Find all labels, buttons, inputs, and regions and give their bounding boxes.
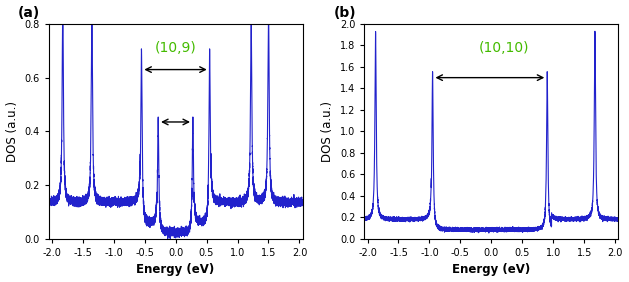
X-axis label: Energy (eV): Energy (eV) [452,263,530,276]
Text: (10,10): (10,10) [479,41,530,55]
Text: (b): (b) [334,6,357,20]
Y-axis label: DOS (a.u.): DOS (a.u.) [321,101,335,162]
X-axis label: Energy (eV): Energy (eV) [136,263,214,276]
Text: (a): (a) [18,6,40,20]
Y-axis label: DOS (a.u.): DOS (a.u.) [6,101,19,162]
Text: (10,9): (10,9) [155,41,196,55]
